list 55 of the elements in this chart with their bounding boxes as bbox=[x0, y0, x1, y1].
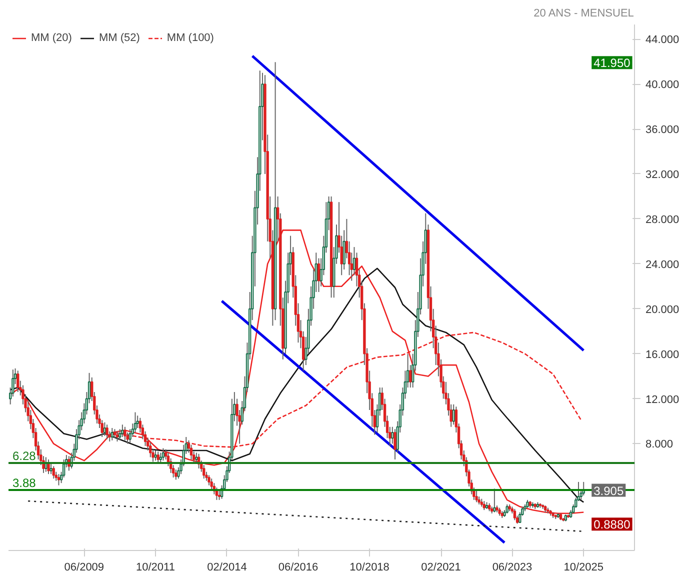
x-tick-label: 10/2011 bbox=[136, 562, 175, 574]
candlestick bbox=[16, 370, 20, 393]
annotation: 0.8880 bbox=[594, 518, 631, 532]
y-tick-label: 40.000 bbox=[646, 79, 680, 92]
candlestick bbox=[208, 474, 210, 486]
candlestick bbox=[475, 490, 478, 503]
x-tick-label: 02/2014 bbox=[207, 562, 247, 574]
y-tick-label: 44.000 bbox=[646, 34, 680, 46]
y-tick-label: 32.000 bbox=[646, 168, 680, 181]
ref-line-label: 6.28 bbox=[12, 449, 36, 464]
candlestick bbox=[116, 430, 119, 442]
candlestick bbox=[190, 444, 193, 460]
x-tick-label: 06/2023 bbox=[492, 562, 532, 574]
annotation: 41.950 bbox=[594, 56, 631, 70]
candlestick bbox=[174, 469, 178, 480]
candlestick bbox=[156, 451, 160, 464]
y-tick-label: 20.000 bbox=[646, 304, 680, 316]
line-series bbox=[10, 230, 584, 514]
y-tick-label: 16.000 bbox=[646, 348, 680, 361]
candlestick bbox=[162, 448, 165, 462]
x-tick-label: 02/2021 bbox=[421, 562, 461, 574]
line-series bbox=[10, 268, 584, 503]
candlestick bbox=[136, 415, 139, 428]
candlestick bbox=[124, 426, 126, 441]
candlestick bbox=[106, 424, 108, 440]
candlestick bbox=[50, 462, 52, 475]
x-tick-label: 06/2016 bbox=[278, 562, 318, 574]
x-tick-label: 06/2009 bbox=[64, 562, 104, 574]
candlestick bbox=[159, 452, 162, 464]
candlestick bbox=[121, 424, 124, 438]
candlestick bbox=[134, 412, 137, 433]
y-tick-label: 36.000 bbox=[646, 124, 680, 136]
legend-label: MM (100) bbox=[166, 32, 214, 44]
ref-line-label: 3.88 bbox=[12, 476, 36, 490]
x-tick-label: 10/2025 bbox=[564, 562, 604, 574]
chart-subtitle: 20 ANS - MENSUEL bbox=[534, 8, 634, 20]
candlestick bbox=[118, 428, 122, 441]
y-tick-label: 8.000 bbox=[646, 438, 674, 451]
candlestick bbox=[202, 464, 206, 480]
y-tick-label: 28.000 bbox=[646, 214, 680, 226]
candlestick bbox=[57, 474, 60, 486]
candlestick bbox=[154, 450, 157, 462]
legend-label: MM (52) bbox=[98, 32, 140, 44]
candlestick bbox=[493, 488, 496, 513]
y-tick-label: 24.000 bbox=[646, 258, 680, 271]
annotation: 3.905 bbox=[594, 484, 624, 498]
candlestick bbox=[149, 442, 152, 458]
candlestick bbox=[47, 458, 50, 475]
candlestick bbox=[210, 478, 213, 490]
candlestick bbox=[110, 427, 114, 441]
candlestick bbox=[513, 508, 516, 521]
x-tick-label: 10/2018 bbox=[350, 562, 390, 574]
y-tick-label: 12.000 bbox=[646, 394, 680, 406]
candlestick bbox=[52, 466, 55, 480]
legend-label: MM (20) bbox=[31, 32, 72, 44]
